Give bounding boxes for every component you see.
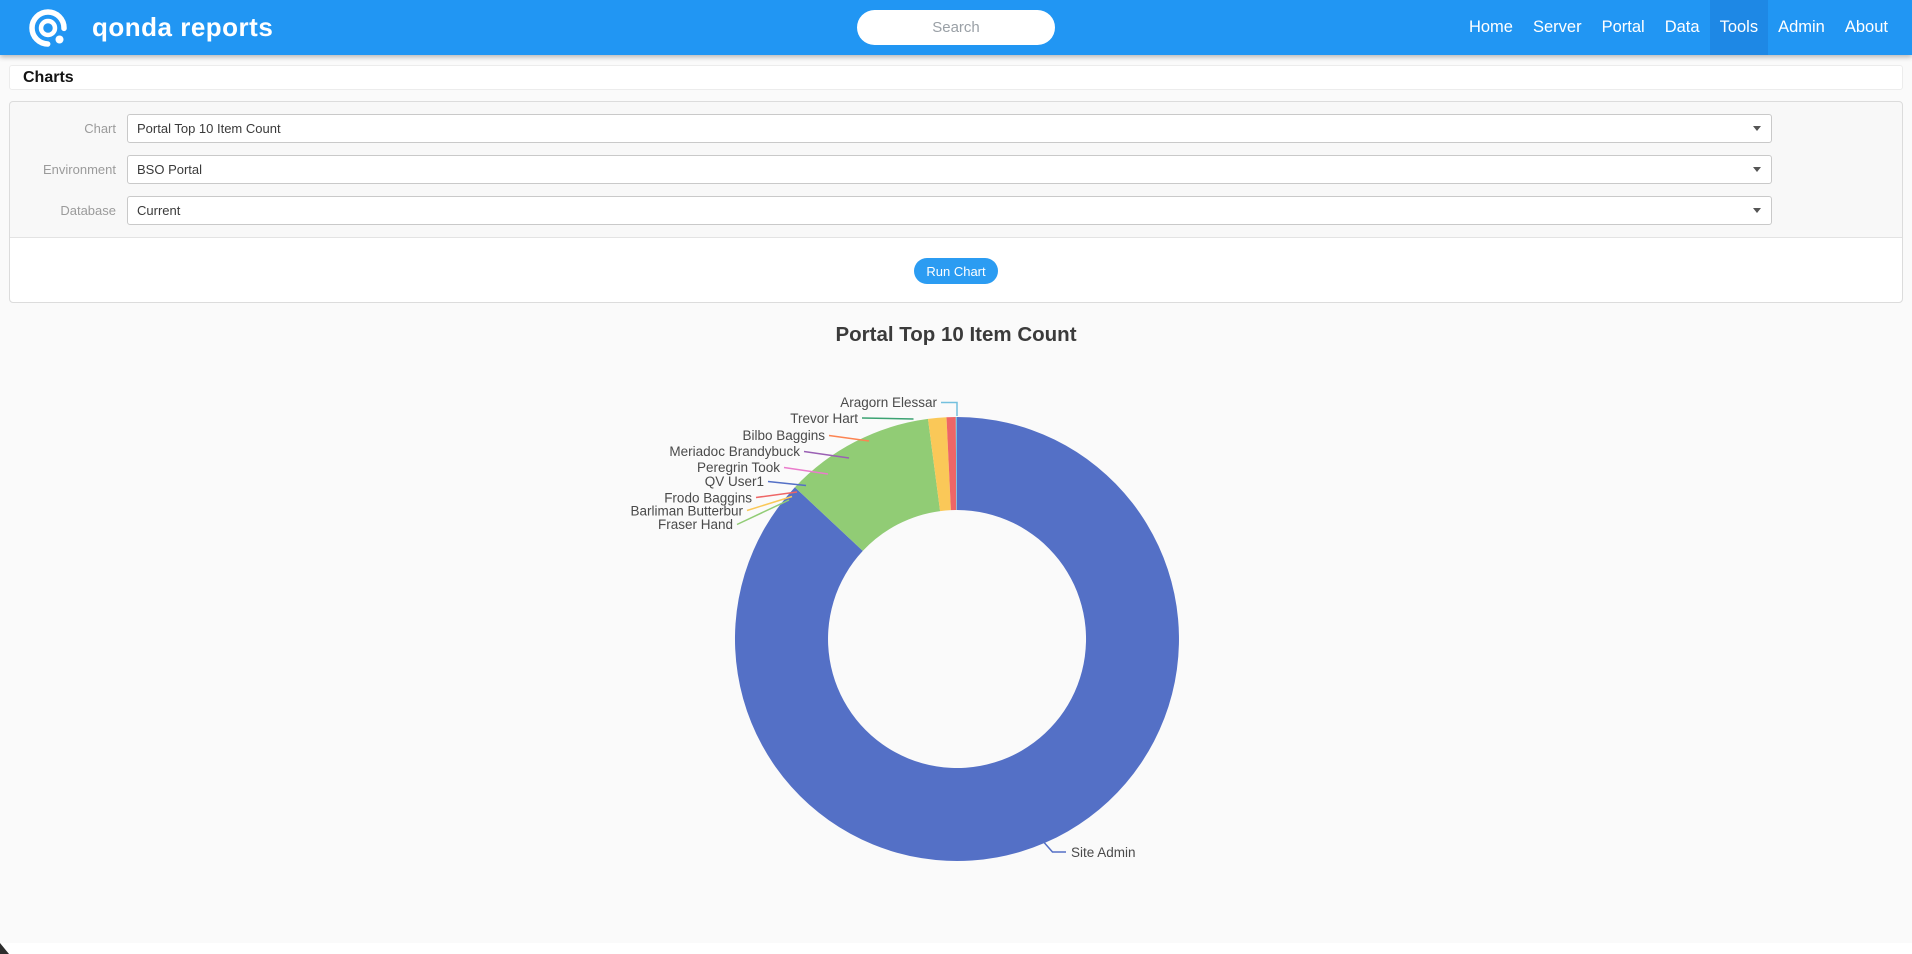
leader-line-aragorn-elessar <box>941 401 958 416</box>
chart-form-body: Chart Portal Top 10 Item Count Environme… <box>10 102 1902 225</box>
donut-chart-svg: Aragorn Elessar Trevor Hart Bilbo Baggin… <box>630 395 1179 862</box>
pie-slice-barliman-butterbur[interactable] <box>928 417 951 512</box>
main-nav: Home Server Portal Data Tools Admin Abou… <box>1459 0 1898 55</box>
search-input[interactable] <box>857 10 1055 45</box>
field-label-chart: Chart <box>84 121 116 136</box>
slice-label-meriadoc-brandybuck: Meriadoc Brandybuck <box>669 444 800 459</box>
navbar: qonda reports Home Server Portal Data To… <box>0 0 1912 55</box>
leader-line-peregrin-took <box>783 466 829 475</box>
slice-label-frodo-baggins: Frodo Baggins <box>664 491 752 506</box>
nav-link-home[interactable]: Home <box>1468 18 1513 36</box>
pie-slice-fraser-hand[interactable] <box>794 418 941 551</box>
nav-link-data[interactable]: Data <box>1664 18 1700 36</box>
pie-slice-site-admin[interactable] <box>734 417 1179 862</box>
charts-heading-card: Charts <box>9 65 1903 90</box>
pie-slice-frodo-baggins[interactable] <box>946 417 957 511</box>
leader-line-barliman-butterbur <box>746 495 793 512</box>
chart-title: Portal Top 10 Item Count <box>835 323 1077 346</box>
app-logo-icon <box>29 8 67 47</box>
donut-chart: Aragorn Elessar Trevor Hart Bilbo Baggin… <box>0 351 1912 907</box>
chart-select[interactable]: Portal Top 10 Item Count <box>127 114 1772 143</box>
brand-title: qonda reports <box>92 12 274 42</box>
slice-label-aragorn-elessar: Aragorn Elessar <box>840 395 937 410</box>
mouse-cursor <box>0 943 9 954</box>
environment-select[interactable]: BSO Portal <box>127 155 1772 184</box>
slice-label-trevor-hart: Trevor Hart <box>790 411 858 426</box>
nav-link-tools[interactable]: Tools <box>1709 0 1769 55</box>
leader-line-frodo-baggins <box>755 491 798 499</box>
slice-label-barliman-butterbur: Barliman Butterbur <box>630 504 743 519</box>
pie-slice-tiny-slivers[interactable] <box>955 416 957 510</box>
main-content: Charts Chart Portal Top 10 Item Count En… <box>0 55 1912 943</box>
page-title: Charts <box>23 68 74 86</box>
run-chart-button[interactable]: Run Chart <box>914 258 998 284</box>
form-row-environment: Environment BSO Portal <box>10 155 1902 184</box>
database-select[interactable]: Current <box>127 196 1772 225</box>
leader-line-site-admin <box>1040 838 1066 853</box>
field-label-database: Database <box>60 203 116 218</box>
nav-link-portal[interactable]: Portal <box>1601 18 1645 36</box>
slice-label-bilbo-baggins: Bilbo Baggins <box>742 428 825 443</box>
form-row-chart: Chart Portal Top 10 Item Count <box>10 114 1902 143</box>
leader-line-fraser-hand <box>736 499 790 526</box>
form-footer: Run Chart <box>10 237 1902 302</box>
slice-label-peregrin-took: Peregrin Took <box>697 460 780 475</box>
nav-link-server[interactable]: Server <box>1532 18 1582 36</box>
nav-link-about[interactable]: About <box>1844 18 1888 36</box>
chart-form-card: Chart Portal Top 10 Item Count Environme… <box>9 101 1903 303</box>
brand: qonda reports <box>0 0 273 55</box>
field-label-environment: Environment <box>43 162 116 177</box>
form-row-database: Database Current <box>10 196 1902 225</box>
leader-line-qv-user1 <box>767 480 807 487</box>
bottom-strip <box>0 943 1912 954</box>
leader-line-trevor-hart <box>861 417 914 420</box>
slice-label-qv-user1: QV User1 <box>705 474 764 489</box>
leader-line-bilbo-baggins <box>828 434 870 442</box>
nav-link-admin[interactable]: Admin <box>1778 18 1825 36</box>
slice-label-fraser-hand: Fraser Hand <box>658 517 733 532</box>
leader-line-meriadoc-brandybuck <box>803 450 850 459</box>
slice-label-site-admin: Site Admin <box>1071 845 1136 860</box>
